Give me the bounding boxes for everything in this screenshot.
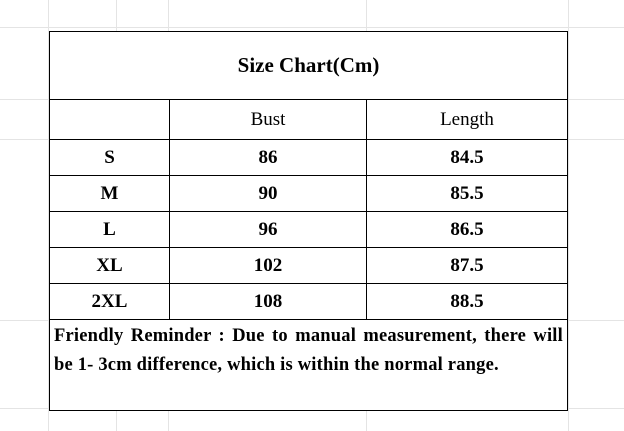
table-row: L 96 86.5 [49, 211, 568, 248]
gridline [0, 27, 624, 28]
length-cell: 86.5 [366, 211, 568, 248]
header-length: Length [366, 99, 568, 140]
table-title: Size Chart(Cm) [49, 31, 568, 100]
length-cell: 84.5 [366, 139, 568, 176]
header-row: Bust Length [49, 99, 568, 140]
table-row: XL 102 87.5 [49, 247, 568, 284]
friendly-reminder: Friendly Reminder : Due to manual measur… [49, 319, 568, 411]
size-cell: XL [49, 247, 170, 284]
size-cell: 2XL [49, 283, 170, 320]
bust-cell: 90 [169, 175, 367, 212]
size-cell: L [49, 211, 170, 248]
bust-cell: 102 [169, 247, 367, 284]
bust-cell: 108 [169, 283, 367, 320]
header-bust: Bust [169, 99, 367, 140]
size-cell: S [49, 139, 170, 176]
length-cell: 85.5 [366, 175, 568, 212]
gridline [568, 0, 569, 431]
length-cell: 87.5 [366, 247, 568, 284]
bust-cell: 96 [169, 211, 367, 248]
table-row: S 86 84.5 [49, 139, 568, 176]
size-cell: M [49, 175, 170, 212]
table-row: 2XL 108 88.5 [49, 283, 568, 320]
header-size [49, 99, 170, 140]
size-chart-table: Size Chart(Cm) Bust Length S 86 84.5 M 9… [49, 31, 568, 411]
gridline [48, 0, 49, 431]
bust-cell: 86 [169, 139, 367, 176]
length-cell: 88.5 [366, 283, 568, 320]
table-row: M 90 85.5 [49, 175, 568, 212]
